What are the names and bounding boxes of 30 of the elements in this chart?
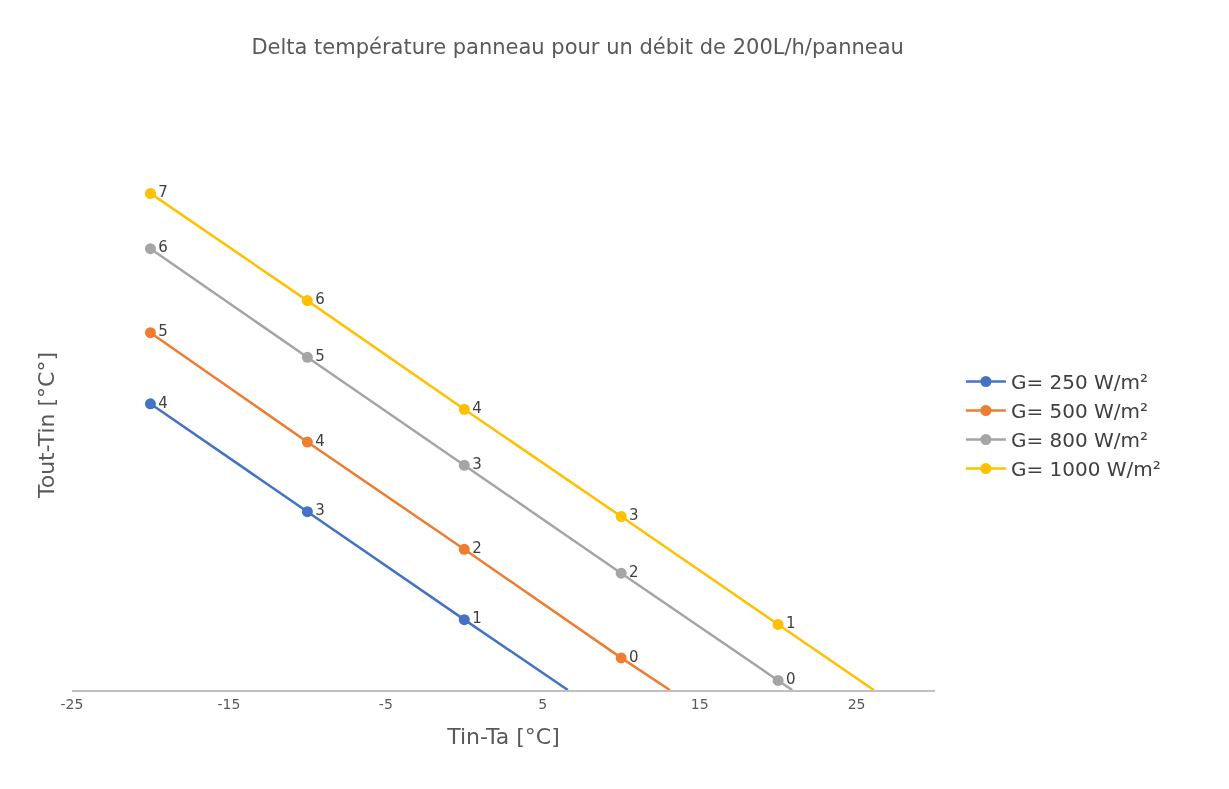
data-label: 5 xyxy=(315,347,325,366)
data-label: 6 xyxy=(315,290,325,309)
legend-label: G= 1000 W/m² xyxy=(1010,457,1161,482)
data-label: 1 xyxy=(472,609,482,628)
data-label: 3 xyxy=(629,506,639,525)
x-tick-label: -25 xyxy=(60,695,84,712)
data-label: 2 xyxy=(629,562,639,581)
data-label: 4 xyxy=(472,398,482,417)
legend-label: G= 250 W/m² xyxy=(1010,370,1149,395)
x-tick-label: -15 xyxy=(217,695,241,712)
x-tick-label: 15 xyxy=(690,695,709,712)
data-label: 0 xyxy=(629,647,639,666)
data-label: 4 xyxy=(158,393,168,412)
legend-label: G= 800 W/m² xyxy=(1010,428,1149,453)
chart-title: Delta température panneau pour un débit de 200L/h/panneau xyxy=(251,35,904,60)
data-label: 1 xyxy=(785,614,796,633)
data-label: 0 xyxy=(785,670,796,689)
data-label: 7 xyxy=(158,183,168,202)
data-label: 6 xyxy=(158,238,168,257)
data-label: 3 xyxy=(472,455,482,473)
x-tick-label: 25 xyxy=(847,695,866,712)
data-label: 2 xyxy=(472,539,482,558)
data-label: 5 xyxy=(158,322,168,341)
data-label: 4 xyxy=(315,431,325,450)
x-tick-label: -5 xyxy=(378,695,393,712)
x-axis-title: Tin-Ta [°C] xyxy=(446,723,560,749)
x-tick-label: 5 xyxy=(538,695,548,712)
legend-label: G= 500 W/m² xyxy=(1010,399,1149,424)
data-label: 3 xyxy=(315,501,325,520)
y-axis-title: Tout-Tin [°C°] xyxy=(33,352,59,499)
